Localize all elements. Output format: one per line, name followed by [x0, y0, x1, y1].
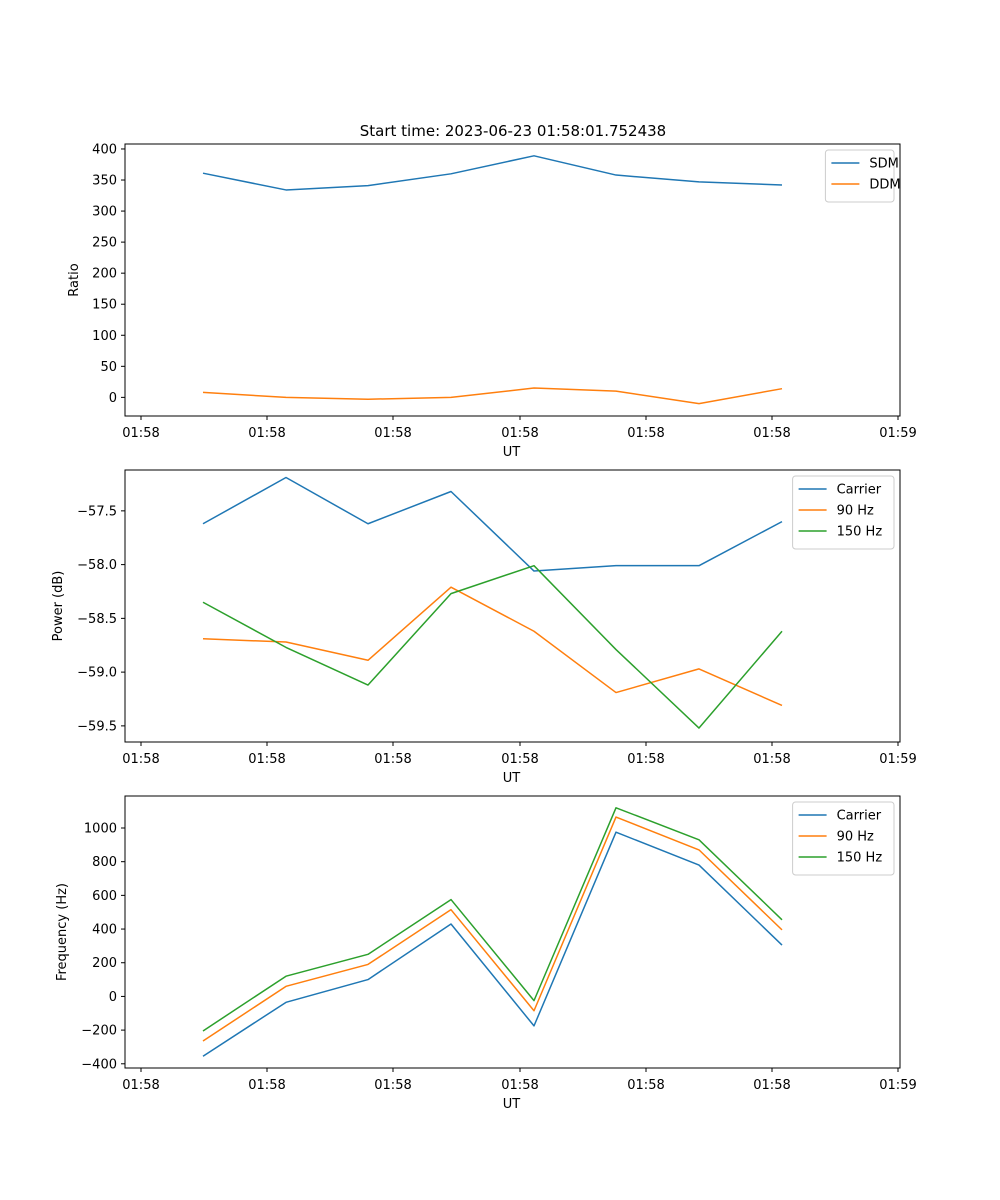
- y-tick-label: 100: [92, 329, 117, 344]
- series-line-ddm: [202, 387, 783, 405]
- x-tick-label: 01:58: [248, 752, 285, 767]
- legend-label: Carrier: [837, 483, 882, 498]
- x-tick-label: 01:59: [879, 1078, 916, 1093]
- y-tick-label: 400: [92, 142, 117, 157]
- legend-label: Carrier: [837, 809, 882, 824]
- legend: SDM DDM: [824, 149, 901, 203]
- series-line-carrier: [202, 476, 783, 572]
- legend-label: DDM: [869, 178, 900, 193]
- y-tick-label: 0: [109, 990, 117, 1005]
- x-tick-label: 01:58: [627, 426, 664, 441]
- y-tick-label: 200: [92, 267, 117, 282]
- x-axis-label: UT: [503, 1097, 521, 1112]
- plot-frame: [124, 469, 901, 743]
- x-axis-label: UT: [503, 771, 521, 786]
- legend: Carrier 90 Hz 150 Hz: [792, 475, 895, 550]
- y-tick-label: 350: [92, 174, 117, 189]
- x-tick-label: 01:58: [122, 1078, 159, 1093]
- legend-label: 90 Hz: [837, 504, 874, 519]
- legend-label: 150 Hz: [837, 851, 883, 866]
- y-tick-label: 800: [92, 855, 117, 870]
- x-tick-label: 01:58: [627, 752, 664, 767]
- series-line-carrier: [202, 831, 783, 1057]
- y-tick-label: −59.0: [77, 666, 117, 681]
- x-tick-label: 01:58: [753, 1078, 790, 1093]
- y-tick-label: 600: [92, 889, 117, 904]
- y-tick-label: 250: [92, 236, 117, 251]
- x-tick-label: 01:58: [501, 426, 538, 441]
- y-tick-label: 1000: [84, 822, 117, 837]
- y-axis-label: Ratio: [67, 263, 82, 296]
- series-line-sdm: [202, 155, 783, 191]
- y-tick-label: 50: [100, 360, 117, 375]
- y-tick-label: 200: [92, 956, 117, 971]
- x-tick-label: 01:58: [122, 426, 159, 441]
- x-tick-label: 01:58: [501, 752, 538, 767]
- chart-panel-2: 01:58 01:58 01:58 01:58 01:58 01:58 01:59 −57.5…: [51, 469, 917, 786]
- x-tick-label: 01:58: [374, 426, 411, 441]
- y-tick-label: 0: [109, 391, 117, 406]
- y-tick-label: 400: [92, 923, 117, 938]
- x-tick-label: 01:58: [248, 426, 285, 441]
- plot-frame: [124, 143, 901, 417]
- series-line-90-hz: [202, 816, 783, 1042]
- x-tick-label: 01:58: [753, 752, 790, 767]
- x-tick-label: 01:58: [122, 752, 159, 767]
- series-line-150-hz: [202, 807, 783, 1032]
- y-tick-label: −59.5: [77, 719, 117, 734]
- y-axis-label: Frequency (Hz): [55, 883, 70, 981]
- series-line-90-hz: [202, 586, 783, 707]
- y-tick-label: −58.0: [77, 558, 117, 573]
- y-tick-label: 300: [92, 205, 117, 220]
- x-tick-label: 01:59: [879, 752, 916, 767]
- chart-panel-3: 01:58 01:58 01:58 01:58 01:58 01:58 01:59 −400 −…: [55, 795, 917, 1112]
- figure-title: Start time: 2023-06-23 01:58:01.752438: [360, 122, 666, 140]
- x-tick-label: 01:58: [627, 1078, 664, 1093]
- y-tick-label: −200: [81, 1024, 117, 1039]
- legend-label: 150 Hz: [837, 525, 883, 540]
- x-axis-label: UT: [503, 445, 521, 460]
- chart-panel-1: 01:58 01:58 01:58 01:58 01:58 01:58 01:59 0 50 10…: [67, 142, 917, 460]
- series-line-150-hz: [202, 564, 783, 729]
- x-tick-label: 01:58: [248, 1078, 285, 1093]
- x-tick-label: 01:58: [374, 1078, 411, 1093]
- y-tick-label: −57.5: [77, 504, 117, 519]
- y-tick-label: −400: [81, 1057, 117, 1072]
- legend: Carrier 90 Hz 150 Hz: [792, 801, 895, 876]
- x-tick-label: 01:58: [501, 1078, 538, 1093]
- x-tick-label: 01:59: [879, 426, 916, 441]
- y-axis-label: Power (dB): [51, 571, 66, 642]
- x-tick-label: 01:58: [753, 426, 790, 441]
- plot-frame: [124, 795, 901, 1069]
- x-tick-label: 01:58: [374, 752, 411, 767]
- legend-label: 90 Hz: [837, 830, 874, 845]
- legend-label: SDM: [869, 157, 898, 172]
- y-tick-label: −58.5: [77, 612, 117, 627]
- y-tick-label: 150: [92, 298, 117, 313]
